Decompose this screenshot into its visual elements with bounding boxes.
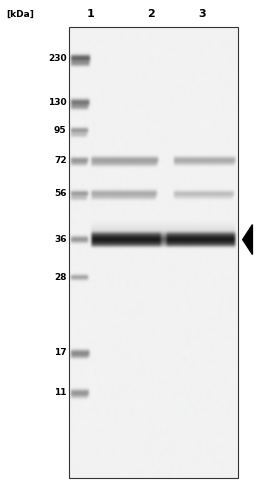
Text: 56: 56 (54, 189, 67, 198)
Text: 11: 11 (54, 388, 67, 397)
Text: 3: 3 (198, 9, 206, 19)
Polygon shape (243, 225, 252, 254)
Text: 28: 28 (54, 273, 67, 282)
Text: 230: 230 (48, 54, 67, 63)
Text: [kDa]: [kDa] (6, 10, 34, 19)
Text: 17: 17 (54, 348, 67, 357)
Text: 130: 130 (48, 98, 67, 107)
Text: 95: 95 (54, 126, 67, 135)
Text: 36: 36 (54, 235, 67, 244)
Text: 2: 2 (147, 9, 155, 19)
Text: 72: 72 (54, 156, 67, 165)
Bar (69, 27, 238, 478)
Text: 1: 1 (87, 9, 95, 19)
